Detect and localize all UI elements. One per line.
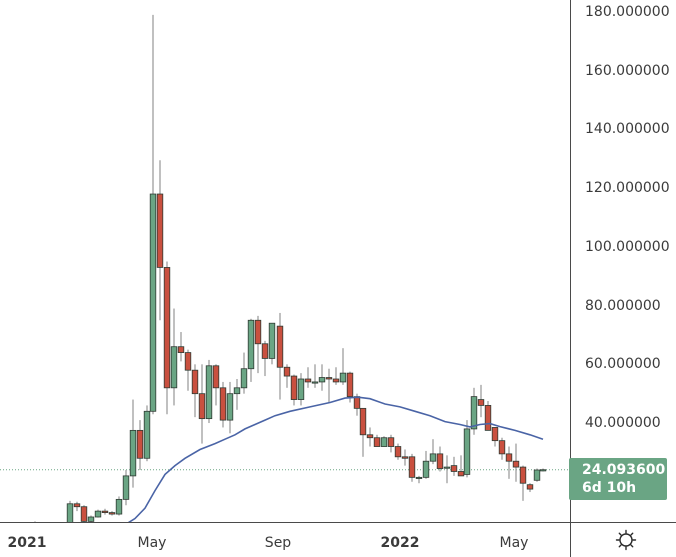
candle — [94, 509, 102, 518]
candle — [394, 443, 402, 460]
candle — [519, 465, 527, 501]
candle — [268, 322, 276, 365]
time-tick-label: 2022 — [380, 535, 420, 551]
candle — [387, 434, 395, 453]
candle — [80, 505, 88, 522]
candle — [129, 399, 137, 488]
candle — [408, 453, 416, 482]
candle — [233, 379, 241, 410]
candle — [66, 500, 74, 522]
candle — [205, 359, 213, 424]
time-axis[interactable]: 2021 May Sep 2022 May — [0, 522, 570, 557]
price-tick-label: 180.000000 — [585, 4, 670, 20]
candle — [366, 427, 374, 447]
candle — [240, 352, 248, 394]
candle — [304, 367, 312, 388]
candle — [73, 501, 81, 512]
price-tick-label: 160.000000 — [585, 62, 670, 79]
candle — [436, 446, 444, 472]
candle — [380, 436, 388, 447]
candle — [247, 318, 255, 382]
time-tick-label: Sep — [264, 535, 292, 551]
candle — [429, 439, 437, 465]
candle — [276, 312, 284, 400]
candle — [290, 374, 298, 406]
candle — [156, 160, 164, 321]
candle — [226, 381, 234, 434]
candle — [443, 455, 451, 484]
candle — [415, 475, 423, 484]
candle — [359, 407, 367, 457]
chart-plot-area[interactable] — [0, 0, 570, 522]
candle — [170, 308, 178, 406]
candle — [261, 340, 269, 377]
candle — [283, 364, 291, 388]
candle — [491, 427, 499, 447]
candle — [325, 368, 333, 403]
candle — [498, 437, 506, 460]
axis-corner — [570, 522, 676, 557]
candle — [512, 443, 520, 482]
candle — [470, 387, 478, 435]
candle — [539, 468, 547, 472]
bar-countdown: 6d 10h — [582, 480, 637, 496]
price-tick-label: 80.000000 — [585, 297, 661, 314]
candle — [463, 420, 471, 478]
candle — [339, 348, 347, 385]
candle — [373, 434, 381, 447]
price-tick-label: 60.000000 — [585, 356, 661, 373]
candle — [87, 515, 95, 522]
candle — [149, 14, 157, 415]
candle — [108, 511, 116, 516]
candle — [484, 401, 492, 431]
candle — [450, 456, 458, 476]
price-tick-label: 140.000000 — [585, 121, 670, 138]
candle — [198, 364, 206, 444]
candle — [505, 446, 513, 479]
time-tick-label: May — [137, 535, 167, 551]
candle — [177, 332, 185, 362]
price-axis[interactable]: 180.000000 160.000000 140.000000 120.000000… — [570, 0, 676, 522]
candle — [136, 420, 144, 471]
moving-average-line — [127, 396, 544, 522]
price-tick-label: 120.000000 — [585, 180, 670, 197]
price-tick-label: 40.000000 — [585, 415, 661, 432]
candle — [163, 261, 171, 415]
last-price-badge: 24.093600 6d 10h — [569, 458, 667, 500]
time-tick-label: 2021 — [7, 535, 47, 551]
candle — [101, 508, 109, 515]
candle — [422, 450, 430, 479]
price-tick-label: 100.000000 — [585, 238, 670, 255]
candle — [122, 470, 130, 506]
candlestick-series — [34, 14, 547, 522]
candle — [311, 364, 319, 388]
candle — [212, 364, 220, 406]
candle — [219, 381, 227, 428]
candle — [184, 349, 192, 391]
candle — [143, 405, 151, 462]
candle — [191, 364, 199, 418]
candle — [115, 496, 123, 516]
time-tick-label: May — [499, 535, 529, 551]
gear-icon[interactable] — [615, 529, 637, 551]
candle — [318, 364, 326, 391]
last-price-value: 24.093600 — [582, 462, 666, 478]
candle — [332, 367, 340, 385]
candle — [533, 468, 541, 482]
candle — [401, 449, 409, 466]
candle — [254, 315, 262, 374]
candle — [526, 483, 534, 493]
candle — [297, 373, 305, 406]
candle — [457, 455, 465, 477]
candle — [477, 384, 485, 418]
